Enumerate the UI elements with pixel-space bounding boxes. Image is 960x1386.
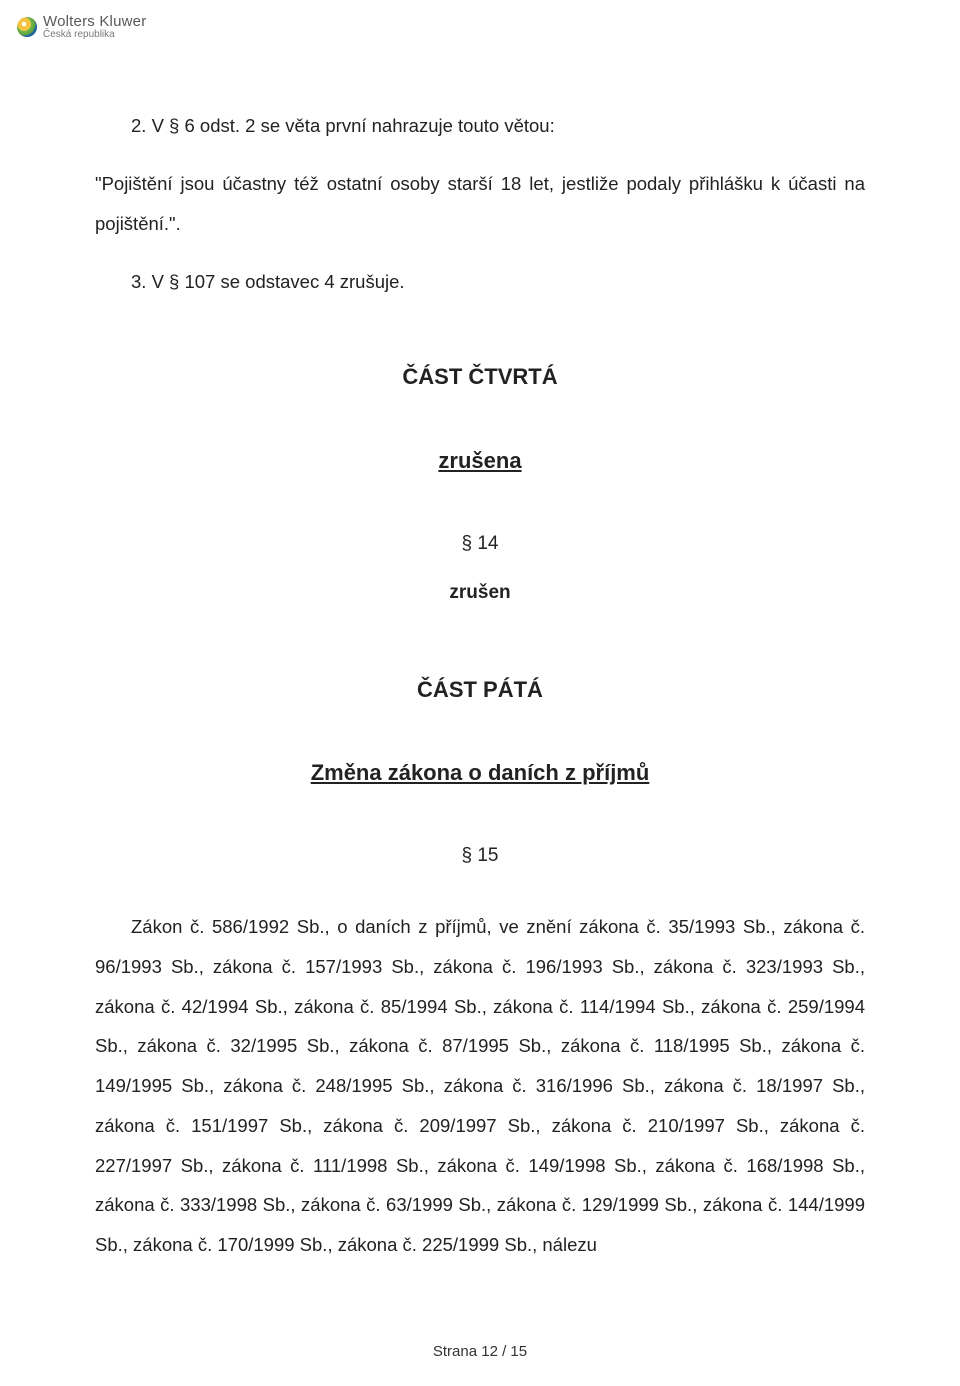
paragraph-item-2: 2. V § 6 odst. 2 se věta první nahrazuje… [95, 106, 865, 146]
paragraph-item-3: 3. V § 107 se odstavec 4 zrušuje. [95, 262, 865, 302]
document-body: 2. V § 6 odst. 2 se věta první nahrazuje… [95, 106, 865, 1265]
brand-header: Wolters Kluwer Česká republika [17, 0, 865, 46]
section-14-status: zrušen [95, 573, 865, 614]
part-5-title: ČÁST PÁTÁ [95, 666, 865, 713]
part-5-subtitle: Změna zákona o daních z příjmů [95, 749, 865, 796]
section-14-number: § 14 [95, 524, 865, 565]
brand-text: Wolters Kluwer Česká republika [43, 14, 146, 40]
part-4-title: ČÁST ČTVRTÁ [95, 353, 865, 400]
brand-main: Wolters Kluwer [43, 14, 146, 30]
page-footer: Strana 12 / 15 [0, 1343, 960, 1360]
section-15-number: § 15 [95, 836, 865, 877]
globe-icon [17, 17, 37, 37]
amendment-citation-list: Zákon č. 586/1992 Sb., o daních z příjmů… [95, 907, 865, 1265]
part-4-subtitle: zrušena [95, 437, 865, 484]
paragraph-quote: "Pojištění jsou účastny též ostatní osob… [95, 164, 865, 244]
document-page: Wolters Kluwer Česká republika 2. V § 6 … [0, 0, 960, 1386]
brand-sub: Česká republika [43, 30, 146, 41]
